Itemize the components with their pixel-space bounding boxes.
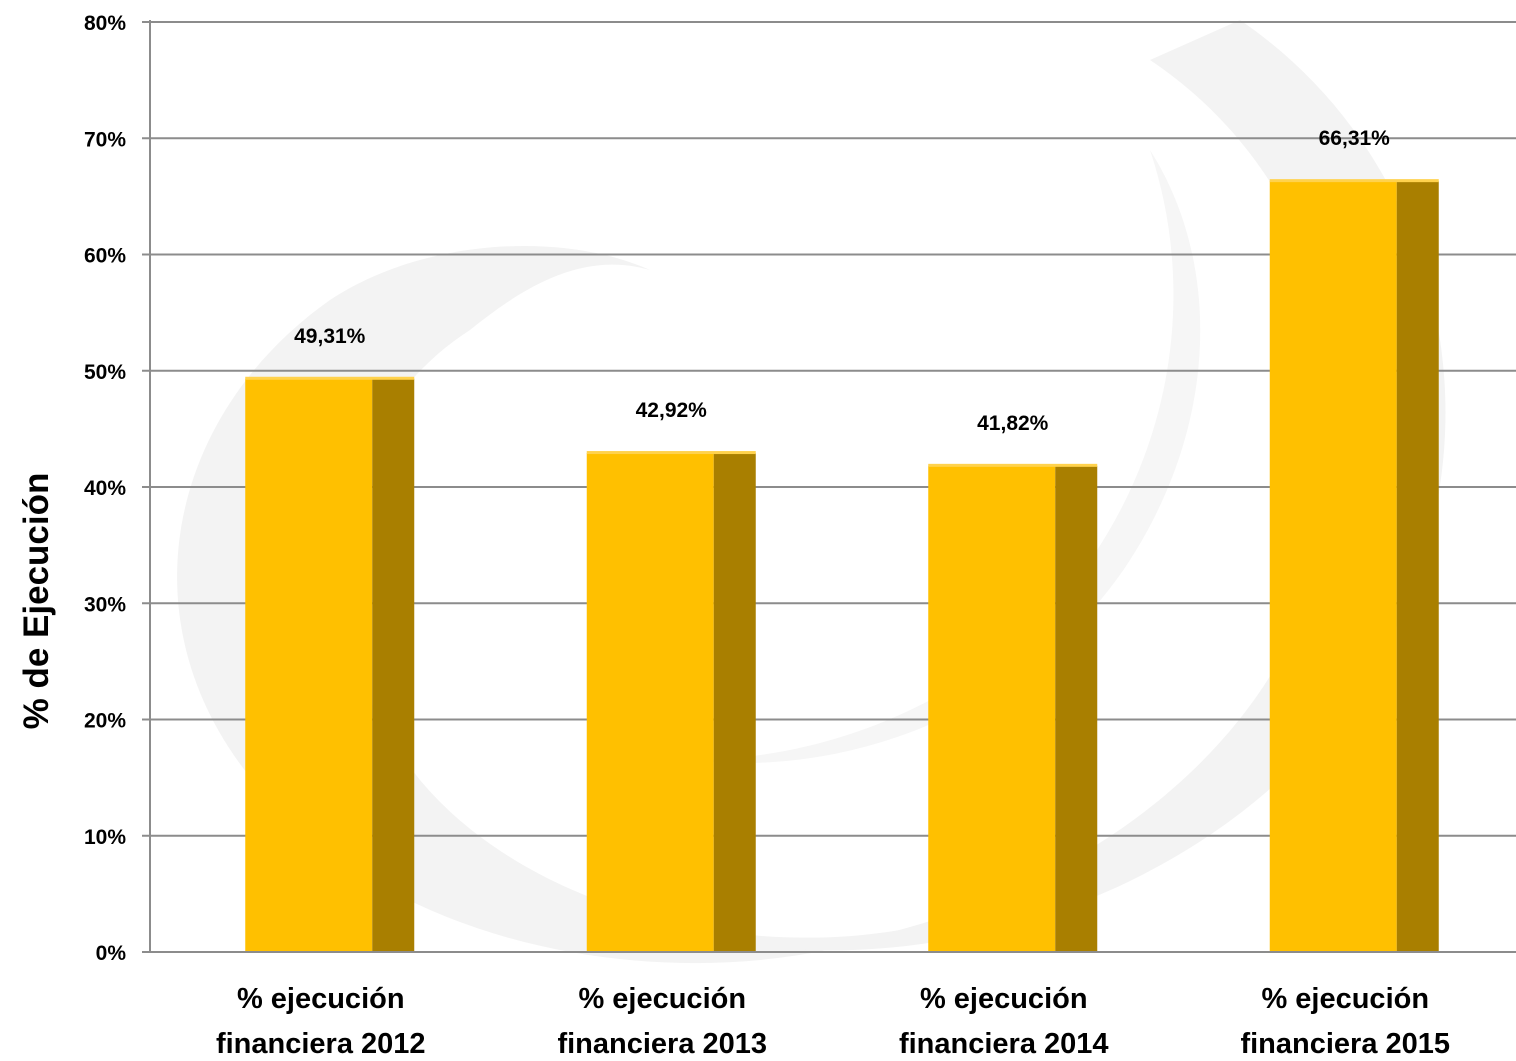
data-labels: 49,31% 42,92% 41,82% 66,31% [294,127,1390,435]
y-tick-label: 10% [84,826,126,849]
y-tick-label: 30% [84,593,126,616]
y-tick-label: 50% [84,361,126,384]
data-label: 41,82% [977,412,1049,435]
y-tick-label: 60% [84,245,126,268]
category-labels: % ejecución financiera 2012 % ejecución fin… [216,983,1450,1060]
category-label: financiera 2013 [557,1028,767,1060]
y-tick-label: 40% [84,477,126,500]
category-label: % ejecución [578,983,746,1015]
y-tick-label: 0% [96,942,127,965]
data-label: 42,92% [636,399,708,422]
bar-top [928,463,1098,467]
bar-side [713,453,756,952]
category-label: % ejecución [920,983,1088,1015]
category-label: % ejecución [237,983,405,1015]
bar-top [245,376,415,380]
data-label: 49,31% [294,325,366,348]
bar-front [245,378,373,952]
bar-front [1269,181,1397,953]
bar-side [1055,465,1098,952]
y-axis-title: % de Ejecución [17,473,56,730]
y-axis-ticks: 0% 10% 20% 30% 40% 50% 60% 70% 80% [84,12,150,965]
bar-side [372,378,415,952]
bars [245,179,1439,953]
bar-front [928,465,1056,952]
y-tick-label: 80% [84,12,126,35]
bar-front [586,453,714,952]
y-tick-label: 70% [84,128,126,151]
y-tick-label: 20% [84,710,126,733]
bar-side [1396,181,1439,953]
data-label: 66,31% [1319,127,1391,150]
category-label: financiera 2012 [216,1028,426,1060]
category-label: % ejecución [1261,983,1429,1015]
bar-top [1269,179,1439,183]
bar-top [586,451,756,455]
category-label: financiera 2014 [899,1028,1109,1060]
axes [149,20,1516,953]
category-label: financiera 2015 [1240,1028,1450,1060]
